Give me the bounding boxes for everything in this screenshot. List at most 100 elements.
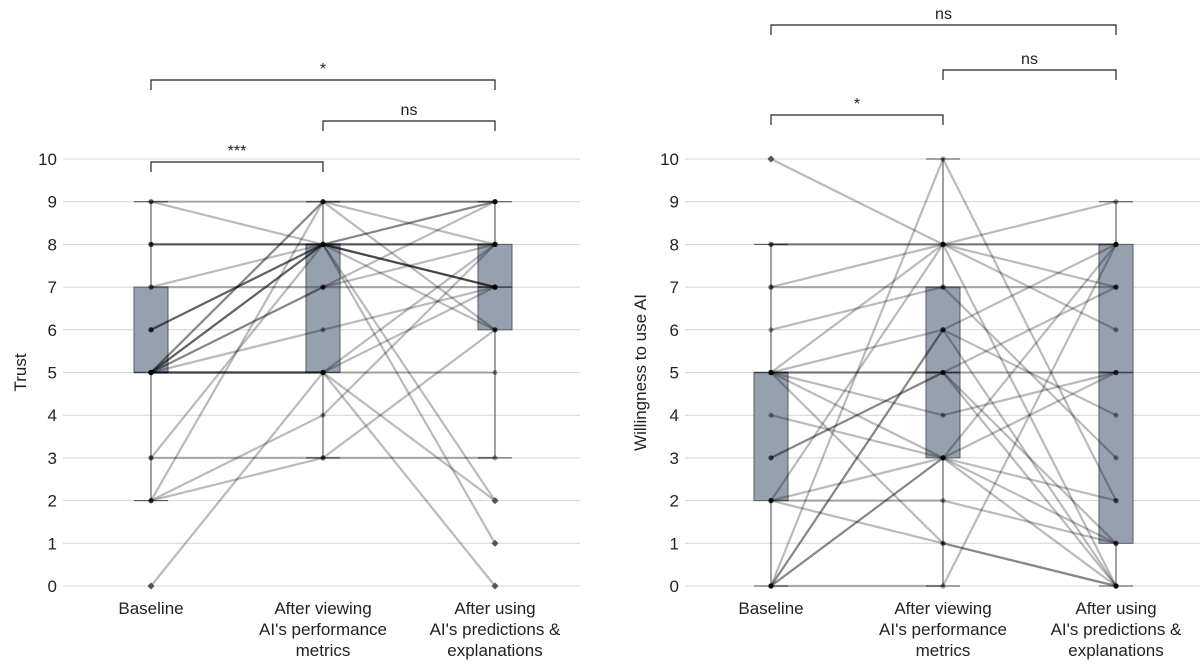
participant-point [1113,540,1119,546]
participant-line [321,243,497,289]
participant-point [148,369,154,376]
participant-line [941,499,1118,545]
participant-point [768,583,774,589]
y-tick-label: 1 [670,534,679,553]
participant-point [148,327,154,333]
x-category-label: After using AI's predictions & explanation… [1051,599,1182,660]
participant-point [320,369,326,376]
x-category-label-line: AI's predictions & [430,620,561,639]
y-tick-label: 8 [670,235,679,254]
y-axis-title: Willingness to use AI [631,294,650,451]
participant-point [148,369,154,376]
participant-point [940,327,946,333]
participant-point [148,241,154,247]
significance-bracket [322,120,496,131]
participant-point [768,369,774,376]
y-tick-label: 7 [670,278,679,297]
participant-point [940,540,946,546]
participant-point [492,284,498,290]
participant-trajectory [148,369,498,376]
participant-point [940,369,946,376]
participant-point [940,412,946,418]
participant-point [940,455,946,461]
participant-line [149,456,325,502]
participant-point [940,498,946,504]
participant-line [941,286,1118,459]
participant-trajectory [148,199,498,504]
participant-line [769,414,945,459]
participant-trajectory [768,284,1119,290]
participant-point [148,498,154,504]
participant-point [320,327,326,333]
participant-line [321,328,497,459]
participant-point [940,455,946,461]
participant-point [940,156,946,162]
significance-bracket [150,161,324,172]
y-tick-label: 1 [48,534,57,553]
participant-line [321,371,497,502]
participant-line [321,243,497,331]
x-category-label-line: explanations [1068,641,1163,660]
y-tick-label: 8 [48,235,57,254]
participant-point [768,369,774,376]
participant-point [492,327,498,333]
participant-line [321,200,497,289]
significance-bracket [150,79,496,90]
y-tick-label: 9 [670,193,679,212]
participant-line [321,200,497,246]
participant-point [940,583,946,589]
significance-bracket [942,69,1117,80]
participant-point [148,369,154,376]
x-category-label: After using AI's predictions & explanation… [430,599,561,660]
participant-point [768,455,774,461]
participant-trajectory [768,455,1119,589]
participant-point [768,241,774,247]
participant-line [149,243,325,374]
participant-trajectory [768,369,1119,589]
participant-line [769,371,945,459]
participant-line [941,371,1118,459]
participant-point [1113,583,1119,589]
x-category-label-line: After viewing [274,599,371,618]
participant-point [1113,498,1119,504]
participant-line [769,371,945,459]
participant-point [148,369,154,376]
participant-line [149,200,325,502]
participant-line [769,371,945,545]
participant-line [769,371,945,459]
participant-line [941,456,1118,502]
participant-trajectory [148,199,498,376]
participant-point [1113,583,1119,589]
participant-line [941,286,1118,374]
participant-line [941,456,1118,588]
participant-line [941,328,1118,417]
significance-label: * [854,96,860,113]
participant-line [769,243,945,289]
participant-point [320,199,326,205]
participant-point [492,199,498,205]
participant-point [768,583,774,589]
participant-point [492,241,498,247]
participant-point [492,284,498,290]
whisker [926,158,960,587]
y-tick-label: 2 [670,492,679,511]
participant-trajectory [148,199,498,333]
participant-line [321,243,497,374]
participant-point [320,369,326,376]
participant-point [768,583,774,589]
participant-line [941,243,1118,331]
participant-point [492,199,498,205]
participant-point [492,284,498,290]
participant-point [492,241,498,247]
participant-line [149,200,325,246]
participant-point [320,284,326,290]
participant-point [492,241,498,247]
participant-trajectory [768,498,1119,546]
participant-line [321,200,497,246]
y-tick-label: 7 [48,278,57,297]
participant-point [768,284,774,290]
participant-line [769,157,945,588]
y-tick-label: 10 [38,150,57,169]
participant-line [941,328,1118,588]
